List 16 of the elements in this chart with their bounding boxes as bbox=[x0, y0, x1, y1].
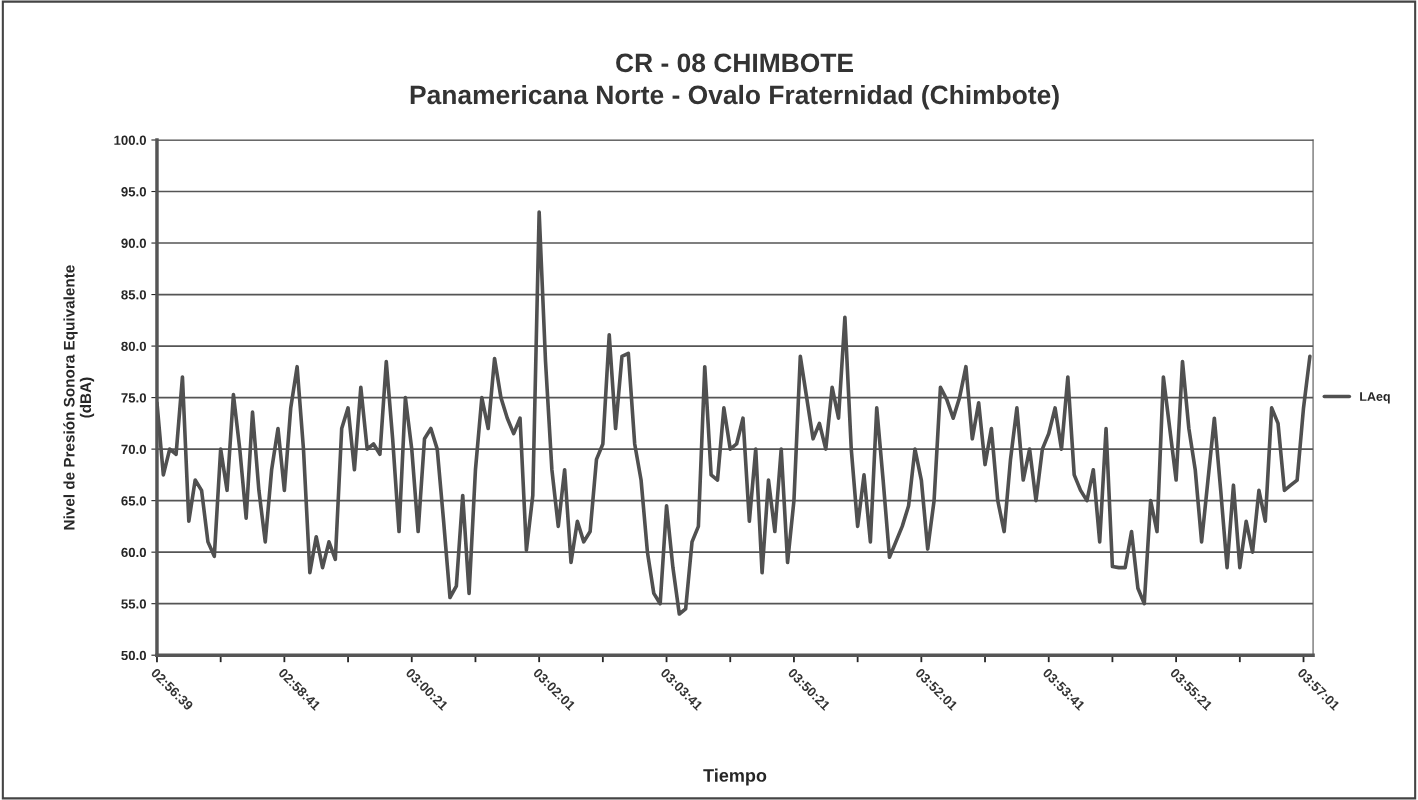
y-tick-label: 55.0 bbox=[121, 599, 147, 609]
y-tick-label: 80.0 bbox=[121, 341, 147, 351]
y-tick-label: 50.0 bbox=[121, 650, 147, 661]
y-tick-label: 85.0 bbox=[121, 290, 147, 300]
y-tick-label: 65.0 bbox=[121, 496, 147, 506]
y-tick-label: 60.0 bbox=[121, 547, 147, 558]
y-tick-label: 90.0 bbox=[121, 238, 147, 248]
y-axis-title: Nivel de Presión Sonora Equivalente (dBA) bbox=[63, 265, 95, 530]
y-tick-label: 100.0 bbox=[114, 135, 147, 145]
legend-label: LAeq bbox=[1360, 392, 1390, 404]
y-tick-label: 95.0 bbox=[121, 187, 147, 197]
x-axis-title: Tiempo bbox=[703, 768, 767, 786]
chart-subtitle: Panamericana Norte - Ovalo Fraternidad (Chimbote) bbox=[410, 84, 1059, 110]
y-tick-label: 75.0 bbox=[121, 393, 147, 403]
y-tick-label: 70.0 bbox=[121, 444, 147, 455]
chart-title: CR - 08 CHIMBOTE bbox=[616, 53, 853, 73]
